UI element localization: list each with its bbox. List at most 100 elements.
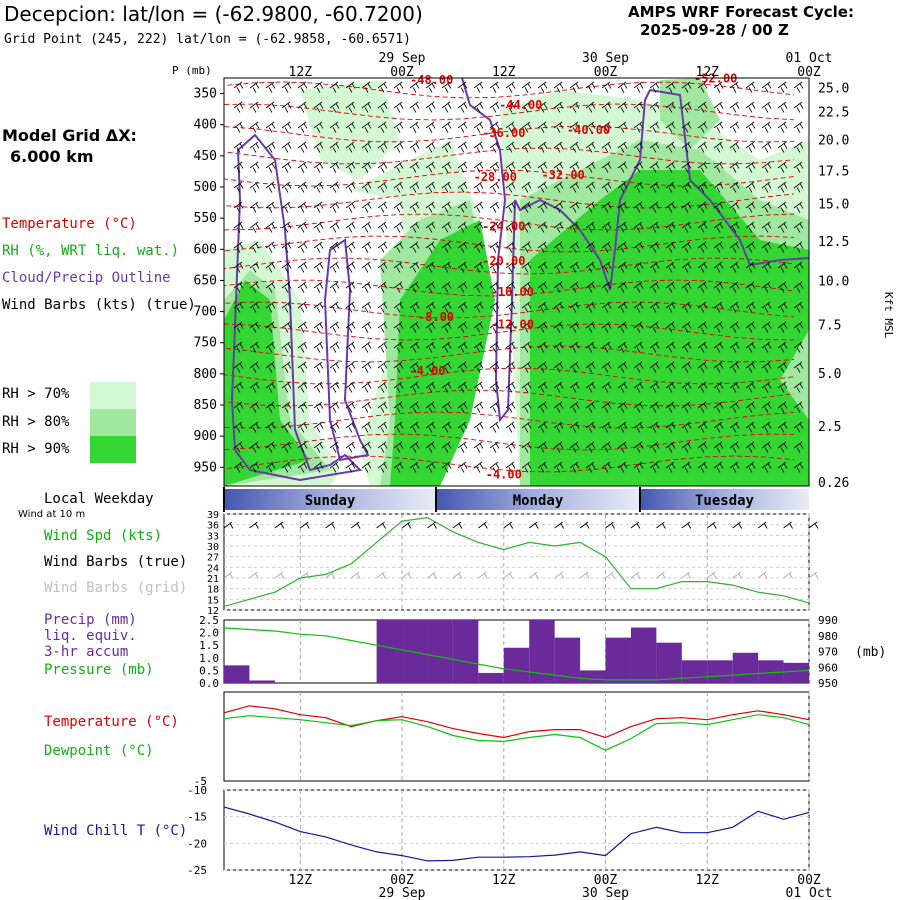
wind-barb-grid: [783, 571, 793, 579]
wind-barb: [633, 101, 644, 113]
wind-barb: [329, 101, 340, 113]
wind-barb-10m: [503, 521, 514, 529]
wind-barb: [265, 461, 276, 473]
wind-barb: [409, 421, 420, 433]
wind-barb: [425, 221, 436, 233]
wind-barb: [521, 341, 532, 353]
wind-barb: [473, 361, 484, 373]
wind-barb: [553, 181, 564, 193]
wind-barb: [617, 421, 628, 433]
wind-barb: [281, 121, 292, 133]
wind-barb: [329, 221, 340, 233]
wind-barb: [521, 241, 532, 253]
wind-barb: [281, 221, 292, 233]
wind-barb: [617, 81, 628, 93]
wind-barb: [697, 361, 708, 373]
precip-label-3: 3-hr accum: [44, 644, 129, 660]
wind-barb: [713, 421, 724, 433]
wind-barb: [457, 241, 468, 253]
wind-barb: [729, 301, 740, 313]
wind-barb: [665, 201, 676, 213]
wind-barb: [649, 321, 660, 333]
wind-barb: [569, 381, 580, 393]
pressure-tick-label: 750: [194, 336, 217, 351]
wind-barb: [569, 141, 580, 153]
wind-barb: [505, 101, 516, 113]
wind-barb: [521, 461, 532, 473]
wind-barb: [249, 281, 260, 293]
wind-panel-frame: [223, 513, 810, 611]
wind-barb: [281, 241, 292, 253]
wind-barb: [601, 181, 612, 193]
temperature-label: -32.00: [541, 168, 584, 182]
time-date-label: 29 Sep: [379, 51, 426, 66]
wind-barb: [601, 401, 612, 413]
wind-barb: [537, 321, 548, 333]
wind-barb: [505, 341, 516, 353]
wind-barb: [457, 381, 468, 393]
wind-barb: [265, 281, 276, 293]
wind-barb: [329, 341, 340, 353]
pressure-tick-label: 950: [194, 460, 217, 475]
precip-bar: [427, 620, 453, 683]
wind-barb: [649, 81, 660, 93]
wind-barb: [537, 301, 548, 313]
wind-barb: [697, 141, 708, 153]
wind-barb: [329, 441, 340, 453]
wind-barb: [617, 341, 628, 353]
pressure-tick-label: 550: [194, 211, 217, 226]
wind-barb: [313, 381, 324, 393]
wind-barb: [249, 361, 260, 373]
wind-barb: [393, 301, 404, 313]
wind-barb: [297, 321, 308, 333]
wind-barb: [329, 201, 340, 213]
wind-barb: [409, 81, 420, 93]
time-tick-label: 00Z: [594, 65, 618, 80]
wind-barb: [329, 261, 340, 273]
wind-barb: [537, 121, 548, 133]
wind-barb: [761, 361, 772, 373]
wind-barb: [633, 381, 644, 393]
wind-barb: [553, 361, 564, 373]
wind-barb: [265, 341, 276, 353]
wind-barb: [697, 241, 708, 253]
wind-barb: [361, 361, 372, 373]
wind-barb: [761, 401, 772, 413]
wind-barb: [249, 241, 260, 253]
wind-barb: [297, 421, 308, 433]
wind-barb: [425, 461, 436, 473]
wind-barb: [409, 441, 420, 453]
wind-barb: [569, 161, 580, 173]
wind-barb: [313, 221, 324, 233]
wind-barb: [537, 101, 548, 113]
wind-at-label: Wind at 10 m: [18, 509, 86, 520]
wind-barb: [537, 201, 548, 213]
wind-barb: [537, 281, 548, 293]
wind-barb: [777, 261, 788, 273]
wind-barb: [377, 101, 388, 113]
wind-barb: [361, 321, 372, 333]
wind-barb: [425, 121, 436, 133]
wind-barb: [777, 161, 788, 173]
wind-barb: [377, 241, 388, 253]
wind-barb: [793, 141, 804, 153]
precip-bar: [783, 662, 809, 683]
windchill-tick-label: -15: [187, 811, 207, 824]
wind-barb: [425, 101, 436, 113]
weekday-label: Sunday: [305, 493, 356, 509]
temperature-label: -48.00: [410, 73, 453, 87]
wind-barb: [729, 141, 740, 153]
wind-barb-10m: [656, 521, 666, 529]
wind-barb: [505, 121, 516, 133]
wind-barb: [633, 281, 644, 293]
wind-barb: [713, 401, 724, 413]
wind-barb: [585, 341, 596, 353]
wind-barb: [361, 141, 372, 153]
wind-barb: [265, 161, 276, 173]
wind-barb: [777, 201, 788, 213]
dewpoint-label: Dewpoint (°C): [44, 743, 154, 759]
wind-barb: [521, 201, 532, 213]
wind-barb: [601, 421, 612, 433]
wind-barb: [457, 341, 468, 353]
wind-barb: [393, 401, 404, 413]
